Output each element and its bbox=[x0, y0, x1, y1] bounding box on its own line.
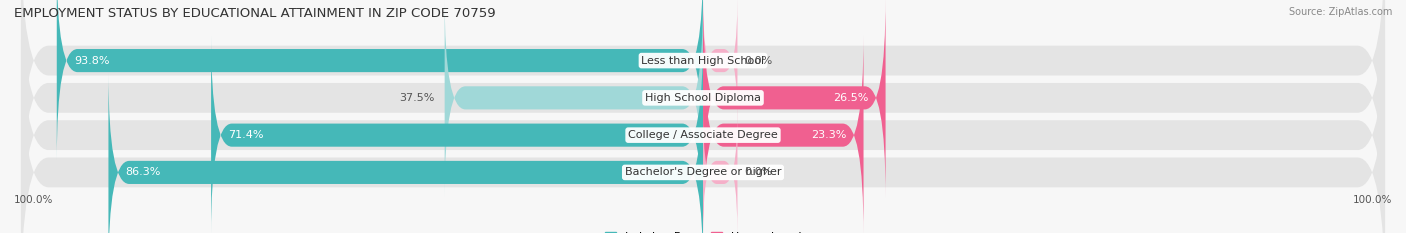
FancyBboxPatch shape bbox=[21, 0, 1385, 232]
FancyBboxPatch shape bbox=[108, 72, 703, 233]
Text: 0.0%: 0.0% bbox=[744, 56, 772, 65]
Text: 23.3%: 23.3% bbox=[811, 130, 846, 140]
FancyBboxPatch shape bbox=[21, 1, 1385, 233]
Text: EMPLOYMENT STATUS BY EDUCATIONAL ATTAINMENT IN ZIP CODE 70759: EMPLOYMENT STATUS BY EDUCATIONAL ATTAINM… bbox=[14, 7, 496, 20]
Legend: In Labor Force, Unemployed: In Labor Force, Unemployed bbox=[605, 232, 801, 233]
FancyBboxPatch shape bbox=[703, 0, 886, 198]
Text: 37.5%: 37.5% bbox=[399, 93, 434, 103]
Text: Source: ZipAtlas.com: Source: ZipAtlas.com bbox=[1288, 7, 1392, 17]
FancyBboxPatch shape bbox=[444, 0, 703, 198]
Text: High School Diploma: High School Diploma bbox=[645, 93, 761, 103]
Text: 71.4%: 71.4% bbox=[228, 130, 264, 140]
FancyBboxPatch shape bbox=[703, 110, 738, 233]
FancyBboxPatch shape bbox=[21, 38, 1385, 233]
Text: Bachelor's Degree or higher: Bachelor's Degree or higher bbox=[624, 168, 782, 177]
Text: Less than High School: Less than High School bbox=[641, 56, 765, 65]
Text: 100.0%: 100.0% bbox=[14, 195, 53, 205]
FancyBboxPatch shape bbox=[56, 0, 703, 161]
Text: 93.8%: 93.8% bbox=[75, 56, 110, 65]
Text: 0.0%: 0.0% bbox=[744, 168, 772, 177]
FancyBboxPatch shape bbox=[703, 0, 738, 123]
Text: 100.0%: 100.0% bbox=[1353, 195, 1392, 205]
Text: 26.5%: 26.5% bbox=[832, 93, 869, 103]
Text: College / Associate Degree: College / Associate Degree bbox=[628, 130, 778, 140]
FancyBboxPatch shape bbox=[703, 35, 863, 233]
FancyBboxPatch shape bbox=[211, 35, 703, 233]
Text: 86.3%: 86.3% bbox=[125, 168, 162, 177]
FancyBboxPatch shape bbox=[21, 0, 1385, 195]
